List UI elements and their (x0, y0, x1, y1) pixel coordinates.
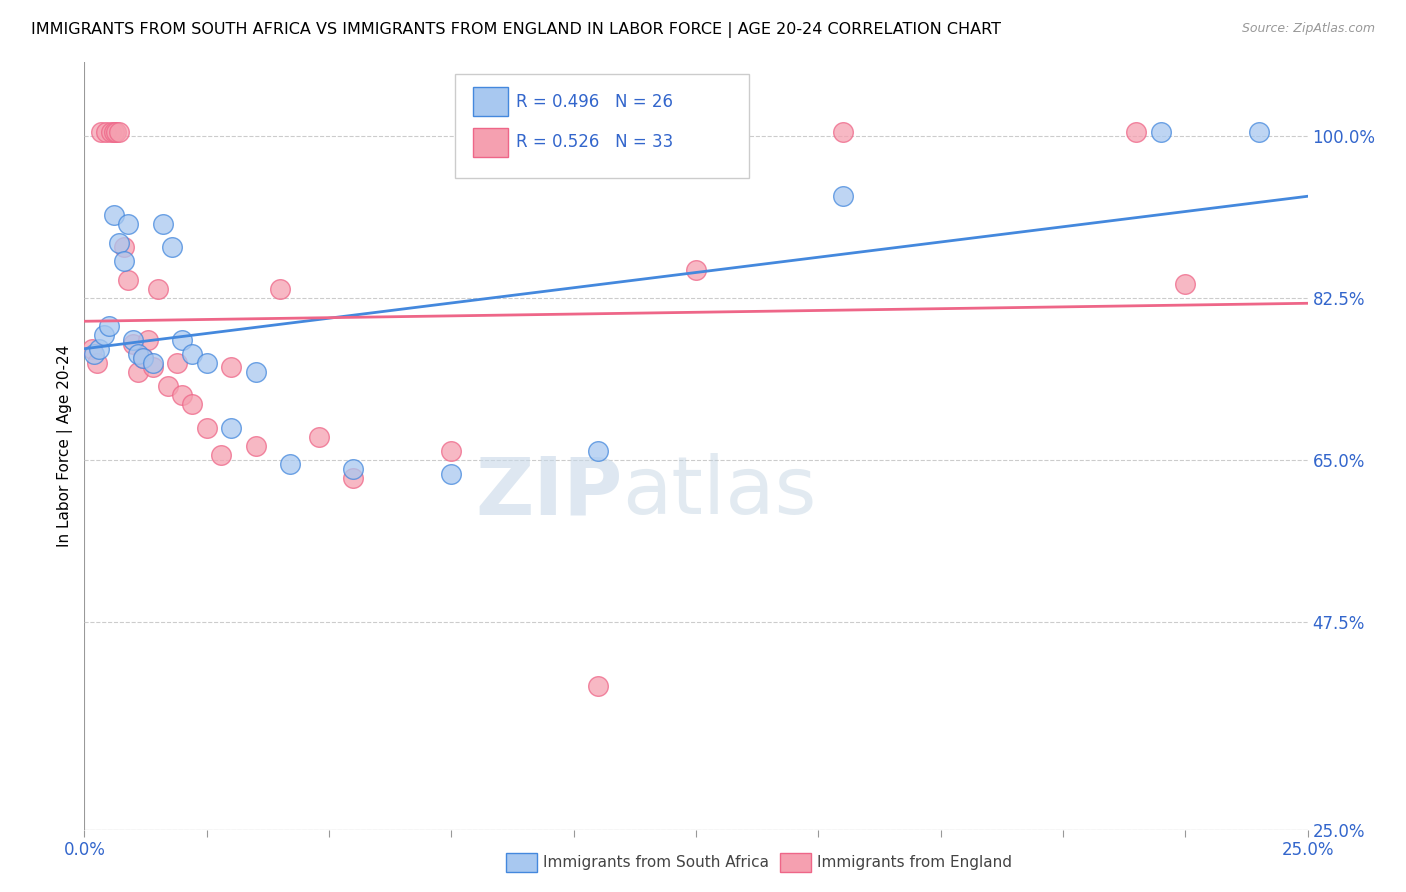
Point (162, 240, 184, 254)
Point (195, 420, 218, 434)
Point (440, 443, 463, 458)
Point (166, 356, 188, 370)
Point (122, 333, 145, 347)
Point (342, 471, 364, 485)
Text: Immigrants from England: Immigrants from England (817, 855, 1012, 870)
Point (172, 388, 194, 402)
Point (181, 346, 204, 360)
Text: IMMIGRANTS FROM SOUTH AFRICA VS IMMIGRANTS FROM ENGLAND IN LABOR FORCE | AGE 20-: IMMIGRANTS FROM SOUTH AFRICA VS IMMIGRAN… (31, 22, 1001, 38)
Point (107, 235, 129, 250)
Point (269, 282, 291, 296)
Point (831, 189, 853, 203)
Point (152, 217, 174, 231)
Text: R = 0.496   N = 26: R = 0.496 N = 26 (516, 93, 673, 111)
Point (97, 318, 120, 333)
FancyBboxPatch shape (474, 128, 508, 157)
Point (440, 467, 463, 481)
Point (80, 342, 103, 356)
Text: ZIP: ZIP (475, 453, 623, 531)
Point (1174, 277, 1197, 292)
Point (87, 342, 110, 356)
Point (142, 356, 165, 370)
Point (142, 360, 165, 375)
Point (342, 462, 364, 476)
Point (86, 356, 108, 370)
Point (105, 125, 128, 139)
Point (93, 328, 115, 343)
Point (219, 420, 242, 434)
Point (132, 351, 155, 366)
Point (278, 458, 301, 472)
Text: atlas: atlas (623, 453, 817, 531)
Point (586, 443, 609, 458)
Point (122, 337, 145, 351)
Point (117, 272, 139, 286)
Point (1247, 125, 1270, 139)
Text: Source: ZipAtlas.com: Source: ZipAtlas.com (1241, 22, 1375, 36)
Point (112, 240, 135, 254)
Point (96, 125, 118, 139)
Point (132, 351, 155, 366)
Point (219, 360, 242, 375)
Point (209, 448, 232, 462)
Point (156, 379, 179, 393)
Point (146, 282, 169, 296)
Point (685, 263, 707, 277)
Point (127, 365, 149, 379)
Point (172, 333, 194, 347)
Text: Immigrants from South Africa: Immigrants from South Africa (543, 855, 769, 870)
Point (83, 346, 105, 360)
Point (127, 346, 149, 360)
Point (100, 125, 122, 139)
Point (181, 397, 204, 411)
Point (195, 356, 218, 370)
Y-axis label: In Labor Force | Age 20-24: In Labor Force | Age 20-24 (58, 345, 73, 547)
FancyBboxPatch shape (474, 87, 508, 116)
Point (586, 679, 609, 693)
Point (103, 125, 125, 139)
Point (112, 254, 135, 268)
Point (136, 333, 159, 347)
Point (107, 125, 129, 139)
Point (1125, 125, 1147, 139)
Point (308, 430, 330, 444)
Point (1150, 125, 1173, 139)
Point (831, 125, 853, 139)
Point (90, 125, 112, 139)
Point (117, 217, 139, 231)
Text: R = 0.526   N = 33: R = 0.526 N = 33 (516, 133, 673, 152)
Point (245, 439, 267, 453)
Point (103, 208, 125, 222)
FancyBboxPatch shape (456, 74, 748, 178)
Point (245, 365, 267, 379)
